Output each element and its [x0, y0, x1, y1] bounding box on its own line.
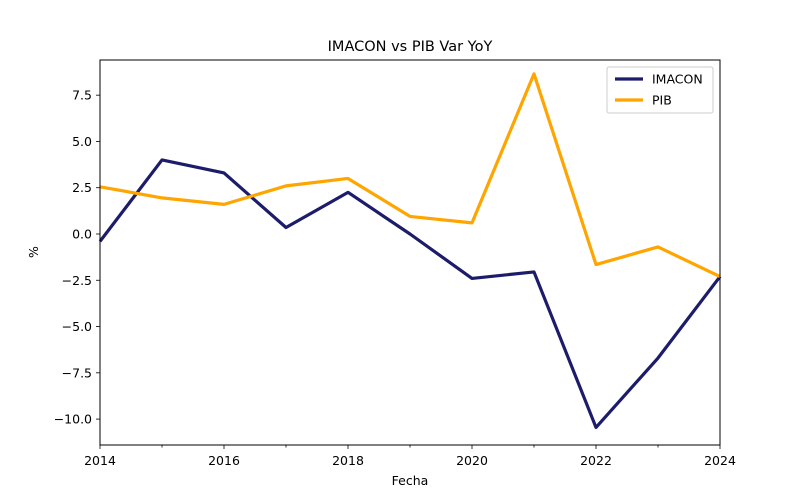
x-tick-label: 2020	[456, 453, 488, 468]
y-tick-label: 7.5	[72, 88, 92, 103]
x-tick-label: 2022	[580, 453, 612, 468]
series-line-pib	[99, 72, 721, 279]
y-tick-label: 0.0	[72, 226, 92, 241]
y-tick-label: −5.0	[62, 319, 92, 334]
x-tick-label: 2018	[332, 453, 364, 468]
legend-label-pib: PIB	[652, 93, 672, 108]
y-tick-label: −7.5	[62, 365, 92, 380]
legend-label-imacon: IMACON	[652, 72, 703, 87]
y-tick-label: 2.5	[72, 180, 92, 195]
x-axis: 2014 2016 2018 2020 2022 2024	[84, 445, 736, 468]
x-tick-label: 2014	[84, 453, 116, 468]
chart-title: IMACON vs PIB Var YoY	[328, 39, 493, 55]
y-axis: −10.0 −7.5 −5.0 −2.5 0.0 2.5 5.0 7.5	[54, 88, 100, 427]
legend: IMACON PIB	[606, 66, 714, 114]
y-tick-label: 5.0	[72, 134, 92, 149]
x-tick-label: 2016	[208, 453, 240, 468]
plot-frame	[99, 59, 721, 446]
y-tick-label: −2.5	[62, 273, 92, 288]
series-line-imacon	[98, 158, 722, 430]
x-tick-label: 2024	[704, 453, 736, 468]
y-axis-label: %	[26, 246, 41, 258]
series-layer	[98, 72, 722, 430]
y-tick-label: −10.0	[54, 412, 92, 427]
x-axis-label: Fecha	[392, 473, 429, 488]
